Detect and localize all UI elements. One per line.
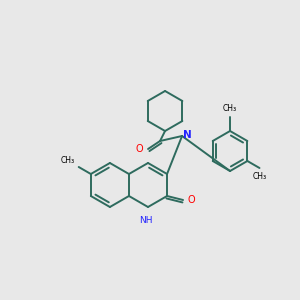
Text: NH: NH [139, 216, 153, 225]
Text: CH₃: CH₃ [61, 156, 75, 165]
Text: O: O [187, 195, 195, 205]
Text: O: O [135, 144, 143, 154]
Text: CH₃: CH₃ [252, 172, 267, 181]
Text: N: N [183, 130, 192, 140]
Text: CH₃: CH₃ [223, 104, 237, 113]
